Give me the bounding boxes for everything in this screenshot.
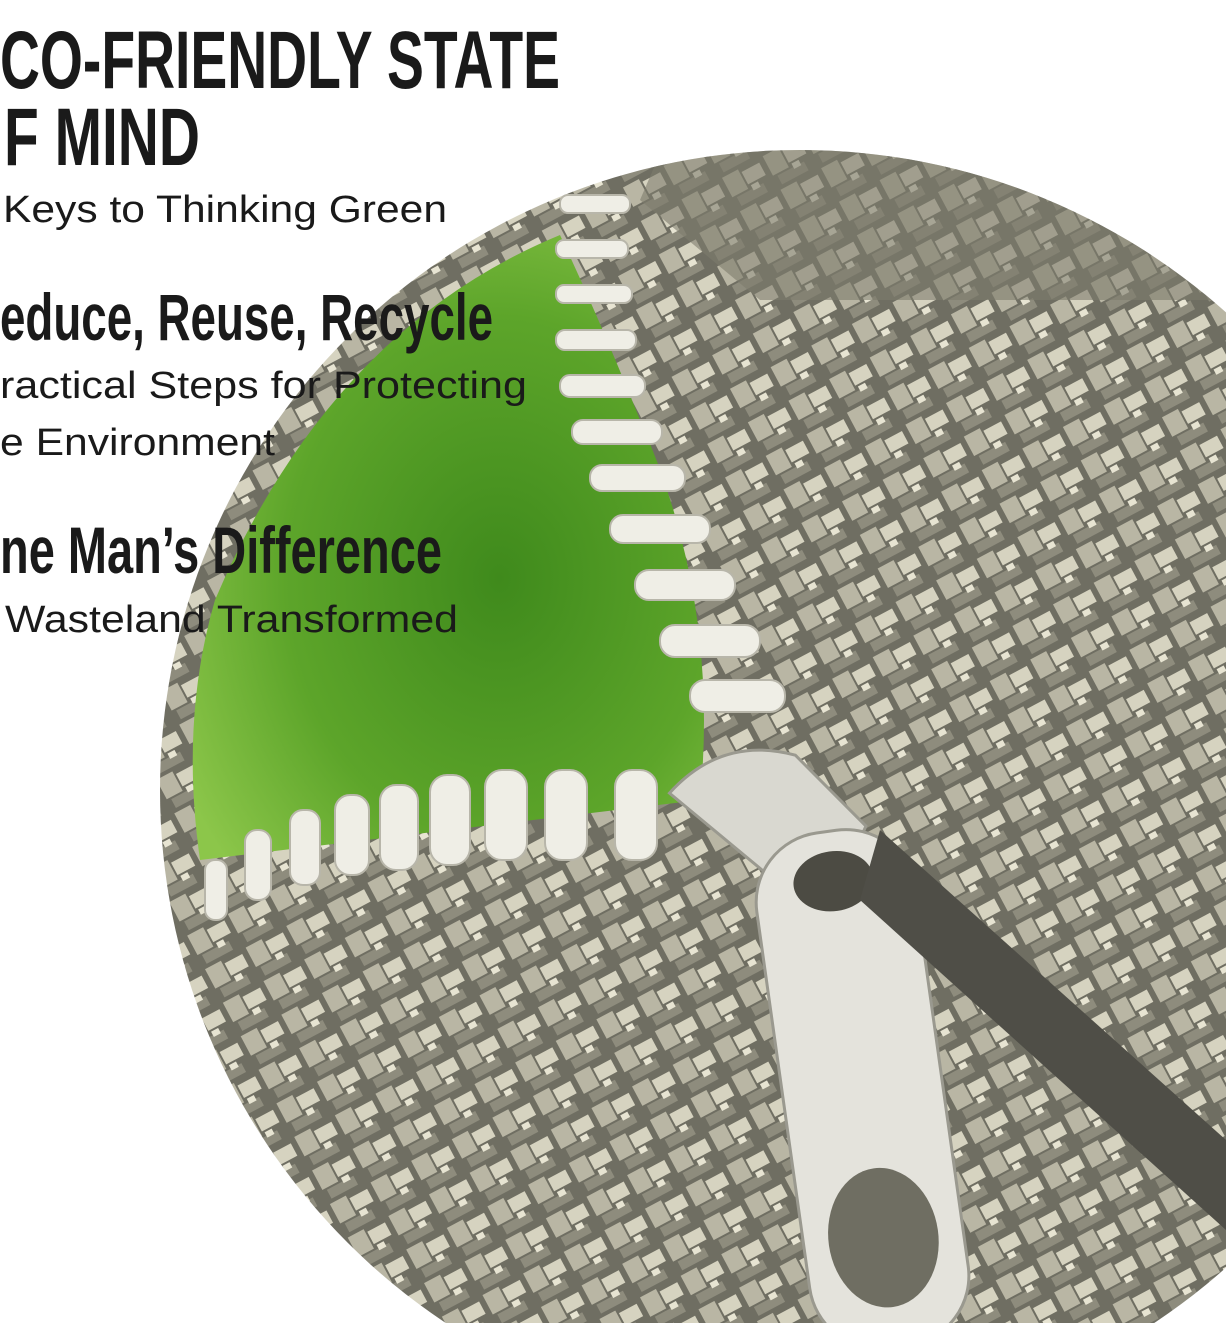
zipper-track [860,830,1226,1230]
story-headline: educe, Reuse, Recycle [0,280,493,354]
story-deck: e Environment [0,422,275,464]
story-headline: ne Man’s Difference [0,513,442,587]
title-line: CO-FRIENDLY STATE [0,15,560,106]
subtitle: Keys to Thinking Green [3,189,447,231]
zipper-teeth [204,194,786,921]
story-deck: Wasteland Transformed [5,599,458,641]
story-deck: ractical Steps for Protecting [0,365,527,407]
title-line: F MIND [4,92,200,183]
zipper-pull [667,748,971,1323]
